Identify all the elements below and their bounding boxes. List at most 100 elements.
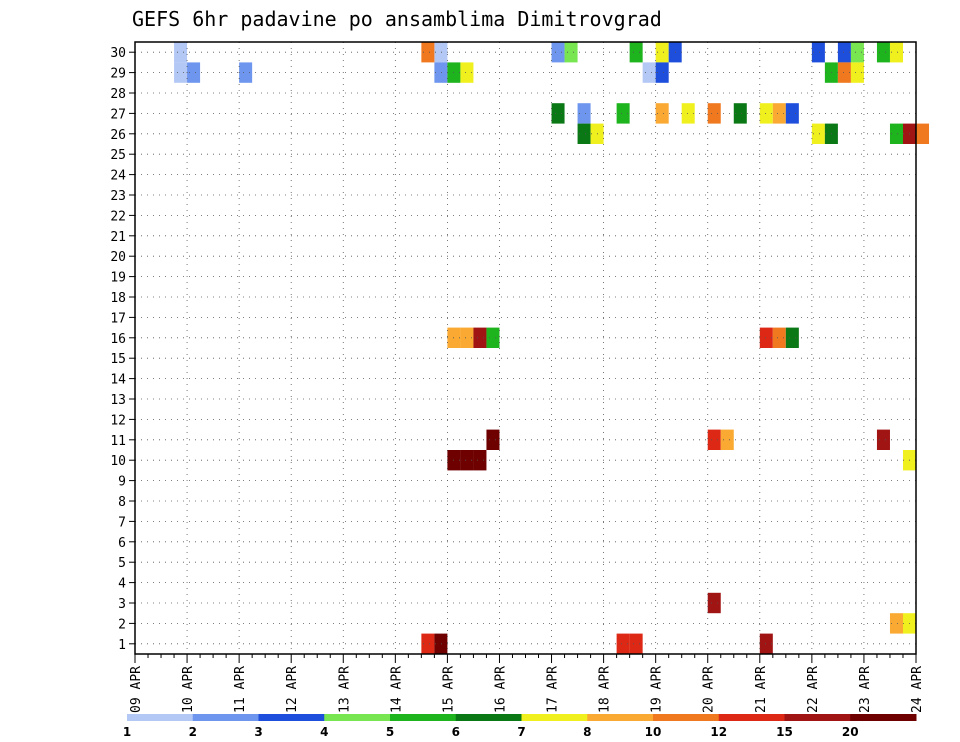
heatmap-cell (720, 429, 734, 450)
heatmap-cell (837, 62, 851, 83)
chart-title: GEFS 6hr padavine po ansamblima Dimitrov… (132, 7, 662, 31)
heatmap-cell (889, 123, 903, 144)
heatmap-cell (486, 429, 500, 450)
x-tick-label: 16 APR (493, 666, 508, 713)
heatmap-cell (772, 103, 786, 124)
x-tick-label: 12 APR (285, 666, 300, 713)
heatmap-cell (460, 327, 474, 348)
heatmap-cell (551, 103, 565, 124)
heatmap-cell (434, 62, 448, 83)
heatmap-cell (239, 62, 253, 83)
y-tick-label: 19 (110, 271, 126, 286)
y-tick-label: 23 (110, 189, 126, 204)
colorbar-label: 20 (842, 725, 859, 739)
colorbar-label: 6 (452, 725, 460, 739)
heatmap-cell (850, 62, 864, 83)
y-tick-label: 3 (118, 597, 126, 612)
colorbar-label: 4 (320, 725, 328, 739)
colorbar-label: 5 (386, 725, 394, 739)
y-tick-label: 2 (118, 617, 126, 632)
heatmap-cell (707, 429, 721, 450)
colorbar-label: 3 (254, 725, 262, 739)
heatmap-cell (577, 123, 591, 144)
heatmap-cell (785, 327, 799, 348)
heatmap-cell (707, 103, 721, 124)
heatmap-cell (759, 327, 773, 348)
heatmap-cell (187, 62, 201, 83)
x-tick-label: 11 APR (233, 666, 248, 713)
colorbar-swatch (521, 714, 588, 721)
colorbar-swatch (587, 714, 654, 721)
x-tick-label: 21 APR (754, 666, 769, 713)
y-tick-label: 15 (110, 352, 126, 367)
y-tick-label: 12 (110, 413, 126, 428)
heatmap-cell (473, 450, 487, 471)
y-tick-label: 26 (110, 128, 126, 143)
colorbar-swatch (850, 714, 917, 721)
y-tick-label: 4 (118, 577, 126, 592)
x-tick-label: 23 APR (858, 666, 873, 713)
grid-layer (135, 42, 916, 654)
y-tick-label: 1 (118, 638, 126, 653)
colorbar-swatch (324, 714, 391, 721)
x-tick-label: 20 APR (702, 666, 717, 713)
colorbar-label: 8 (583, 725, 591, 739)
heatmap-cell (174, 62, 188, 83)
heatmap-cell (473, 327, 487, 348)
heatmap-cell (837, 42, 851, 63)
y-axis: 1234567891011121314151617181920212223242… (110, 46, 135, 653)
y-tick-label: 14 (110, 373, 126, 388)
colorbar-swatch (390, 714, 457, 721)
colorbar-label: 10 (645, 725, 662, 739)
heatmap-cell (486, 327, 500, 348)
colorbar-label: 2 (189, 725, 197, 739)
y-tick-label: 29 (110, 67, 126, 82)
heatmap-cell (707, 592, 721, 614)
heatmap-cell (577, 103, 591, 124)
heatmap-cell (616, 103, 630, 124)
colorbar-label: 12 (710, 725, 727, 739)
y-tick-label: 8 (118, 495, 126, 510)
heatmap-cell (629, 42, 643, 63)
colorbar-swatch (653, 714, 720, 721)
y-tick-label: 7 (118, 515, 126, 530)
y-tick-label: 16 (110, 332, 126, 347)
heatmap-cell (460, 62, 474, 83)
x-tick-label: 14 APR (389, 666, 404, 713)
y-tick-label: 10 (110, 454, 126, 469)
heatmap-cell (564, 42, 578, 63)
x-tick-label: 17 APR (546, 666, 561, 713)
y-tick-label: 21 (110, 230, 126, 245)
heatmap-cell (421, 633, 435, 654)
heatmap-cell (681, 103, 695, 124)
y-tick-label: 6 (118, 536, 126, 551)
y-tick-label: 17 (110, 311, 126, 326)
y-tick-label: 30 (110, 46, 126, 61)
y-tick-label: 9 (118, 475, 126, 490)
heatmap-cell (850, 42, 864, 63)
y-tick-label: 22 (110, 209, 126, 224)
y-tick-label: 28 (110, 87, 126, 102)
heatmap-cell (551, 42, 565, 63)
heatmap-cell (616, 633, 630, 654)
x-tick-label: 09 APR (129, 666, 144, 713)
heatmap-cell (889, 42, 903, 63)
y-tick-label: 5 (118, 556, 126, 571)
heatmap-cell (434, 633, 448, 654)
heatmap-cell (655, 42, 669, 63)
colorbar-swatch (784, 714, 851, 721)
heatmap-cell (876, 429, 890, 450)
colorbar-swatch (455, 714, 522, 721)
y-tick-label: 11 (110, 434, 126, 449)
x-tick-label: 10 APR (181, 666, 196, 713)
heatmap-cell (460, 450, 474, 471)
heatmap-cell (174, 42, 188, 63)
y-tick-label: 24 (110, 169, 126, 184)
y-tick-label: 25 (110, 148, 126, 163)
heatmap-cell (421, 42, 435, 63)
y-tick-label: 20 (110, 250, 126, 265)
x-axis: 09 APR 10 APR 11 APR 12 APR 13 APR 14 APR 15 A… (129, 654, 925, 713)
x-tick-label: 19 APR (650, 666, 665, 713)
